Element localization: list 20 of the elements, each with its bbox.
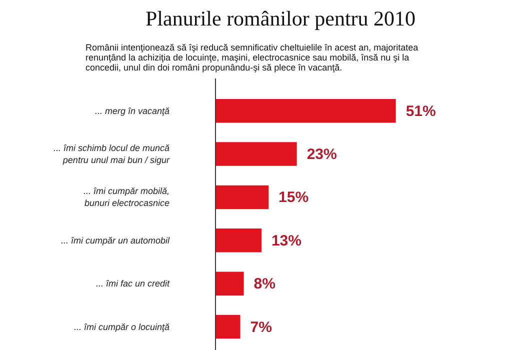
y-tick-label: ... merg în vacanţă xyxy=(94,106,170,116)
bar xyxy=(216,228,262,252)
bar xyxy=(216,142,297,166)
bar xyxy=(216,272,244,296)
data-label: 23% xyxy=(306,146,337,164)
data-label: 51% xyxy=(406,102,436,120)
data-label: 8% xyxy=(254,276,276,293)
bar xyxy=(216,99,396,123)
data-label: 13% xyxy=(271,232,302,250)
data-label: 15% xyxy=(278,189,309,206)
y-tick-label: ... îmi cumpăr o locuinţă xyxy=(74,322,170,332)
chart-title: Planurile românilor pentru 2010 xyxy=(146,6,416,30)
y-tick-label: ... îmi cumpăr mobilă, bunuri electrocasnice xyxy=(83,186,170,208)
bar xyxy=(216,314,240,339)
y-tick-label: ... îmi schimb locul de muncă pentru unul mai bun / sigur xyxy=(53,143,171,166)
data-label: 7% xyxy=(250,318,272,336)
chart-subtitle: Românii intenţionează să îşi reducă semnificativ cheltuielile în acest an, majoritatea renunţând la achiziţia de locuinţe, maşini, electrocasnice sau mobilă, însă nu şi la concedii, unul din doi români propunându-şi să plece în vacanţă. xyxy=(86,42,418,72)
bar xyxy=(216,185,269,210)
y-tick-label: ... îmi fac un credit xyxy=(96,278,170,289)
y-tick-label: ... îmi cumpăr un automobil xyxy=(60,235,170,246)
